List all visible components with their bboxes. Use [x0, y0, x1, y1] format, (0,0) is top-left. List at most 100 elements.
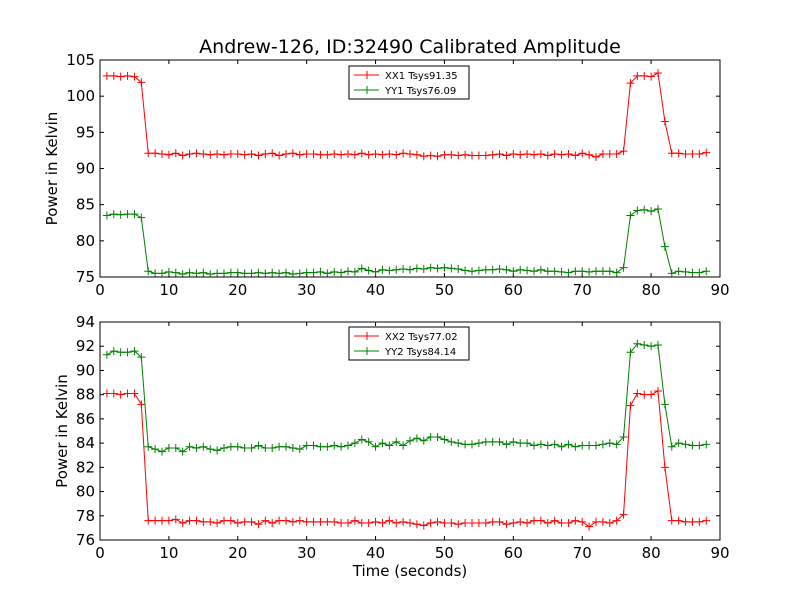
data-point — [605, 267, 614, 276]
data-point — [674, 267, 683, 276]
data-point — [275, 516, 284, 525]
data-point — [233, 519, 242, 528]
data-point — [309, 150, 318, 159]
y-tick-label: 95 — [76, 123, 95, 141]
data-point — [406, 150, 414, 159]
x-tick-label: 70 — [573, 544, 592, 562]
data-point — [282, 442, 290, 451]
x-tick-label: 50 — [435, 544, 454, 562]
data-point — [647, 72, 656, 81]
data-point — [536, 150, 545, 159]
data-point — [660, 117, 669, 126]
data-point — [509, 150, 518, 159]
data-point — [261, 150, 270, 159]
data-point — [564, 150, 573, 159]
y-tick-label: 94 — [76, 313, 95, 331]
data-point — [220, 443, 228, 452]
data-point — [695, 268, 704, 277]
data-point — [674, 516, 683, 525]
y-tick-label: 76 — [76, 531, 95, 549]
data-point — [364, 266, 373, 275]
data-point — [530, 150, 538, 159]
data-point — [392, 519, 401, 528]
data-point — [357, 435, 366, 444]
data-point — [178, 151, 187, 160]
data-point — [130, 347, 139, 356]
data-point — [192, 443, 201, 452]
data-point — [647, 390, 656, 399]
legend-box — [348, 65, 470, 100]
data-point — [178, 519, 187, 528]
data-point — [536, 440, 545, 449]
data-point — [530, 516, 538, 525]
data-point — [261, 443, 270, 452]
x-tick-label: 0 — [95, 281, 105, 299]
x-tick-label: 30 — [297, 544, 316, 562]
data-point — [130, 72, 139, 81]
data-point — [536, 516, 545, 525]
data-point — [481, 151, 490, 160]
data-point — [392, 150, 401, 159]
data-point — [612, 268, 621, 277]
data-point — [640, 205, 649, 214]
legend: XX2 Tsys77.02 YY2 Tsys84.14 — [348, 326, 470, 361]
data-point — [557, 519, 566, 528]
data-point — [433, 152, 442, 161]
data-point — [447, 264, 456, 273]
data-point — [275, 442, 284, 451]
data-point — [654, 387, 662, 396]
data-point — [330, 267, 339, 276]
data-point — [419, 152, 428, 161]
data-point — [240, 150, 249, 159]
data-point — [247, 150, 256, 159]
data-point — [633, 389, 642, 398]
axes-frame — [99, 59, 721, 278]
data-point — [233, 268, 242, 277]
x-tick-label: 10 — [159, 544, 178, 562]
data-point — [412, 150, 421, 159]
data-point — [282, 268, 290, 277]
data-point — [350, 267, 359, 276]
data-point — [378, 439, 387, 448]
x-tick-label: 30 — [297, 281, 316, 299]
data-point — [344, 267, 352, 276]
data-point — [578, 149, 587, 158]
data-point — [206, 445, 215, 454]
data-point — [323, 150, 332, 159]
data-point — [578, 517, 587, 526]
data-point — [240, 269, 249, 277]
data-point — [454, 265, 463, 274]
data-point — [509, 267, 518, 276]
data-point — [488, 150, 497, 159]
data-point — [461, 440, 470, 449]
data-point — [578, 441, 587, 450]
data-point — [454, 439, 463, 448]
x-tick-label: 0 — [95, 544, 105, 562]
data-point — [323, 269, 332, 277]
data-point — [254, 441, 263, 450]
bottom-subplot: Power in Kelvin 0 10 20 30 40 50 60 70 80 90 76 78 80… — [53, 313, 730, 562]
x-tick-label: 20 — [228, 544, 247, 562]
data-point — [268, 268, 277, 277]
data-point — [571, 151, 580, 160]
data-point — [681, 150, 690, 159]
data-point — [350, 439, 359, 448]
x-tick-label: 50 — [435, 281, 454, 299]
data-point — [433, 433, 442, 442]
data-point — [151, 269, 160, 277]
y-tick-label: 100 — [66, 87, 95, 105]
data-point — [468, 151, 476, 160]
legend-marker — [363, 347, 371, 355]
data-point — [385, 441, 394, 450]
y-tick-label: 88 — [76, 386, 95, 404]
data-point — [688, 150, 697, 159]
data-point — [144, 516, 153, 525]
data-point — [598, 267, 607, 276]
series-1 — [102, 387, 711, 531]
data-point — [660, 463, 669, 472]
data-point — [116, 72, 125, 81]
data-point — [130, 389, 139, 398]
data-point — [543, 441, 552, 450]
data-point — [502, 440, 511, 449]
data-point — [550, 440, 559, 449]
